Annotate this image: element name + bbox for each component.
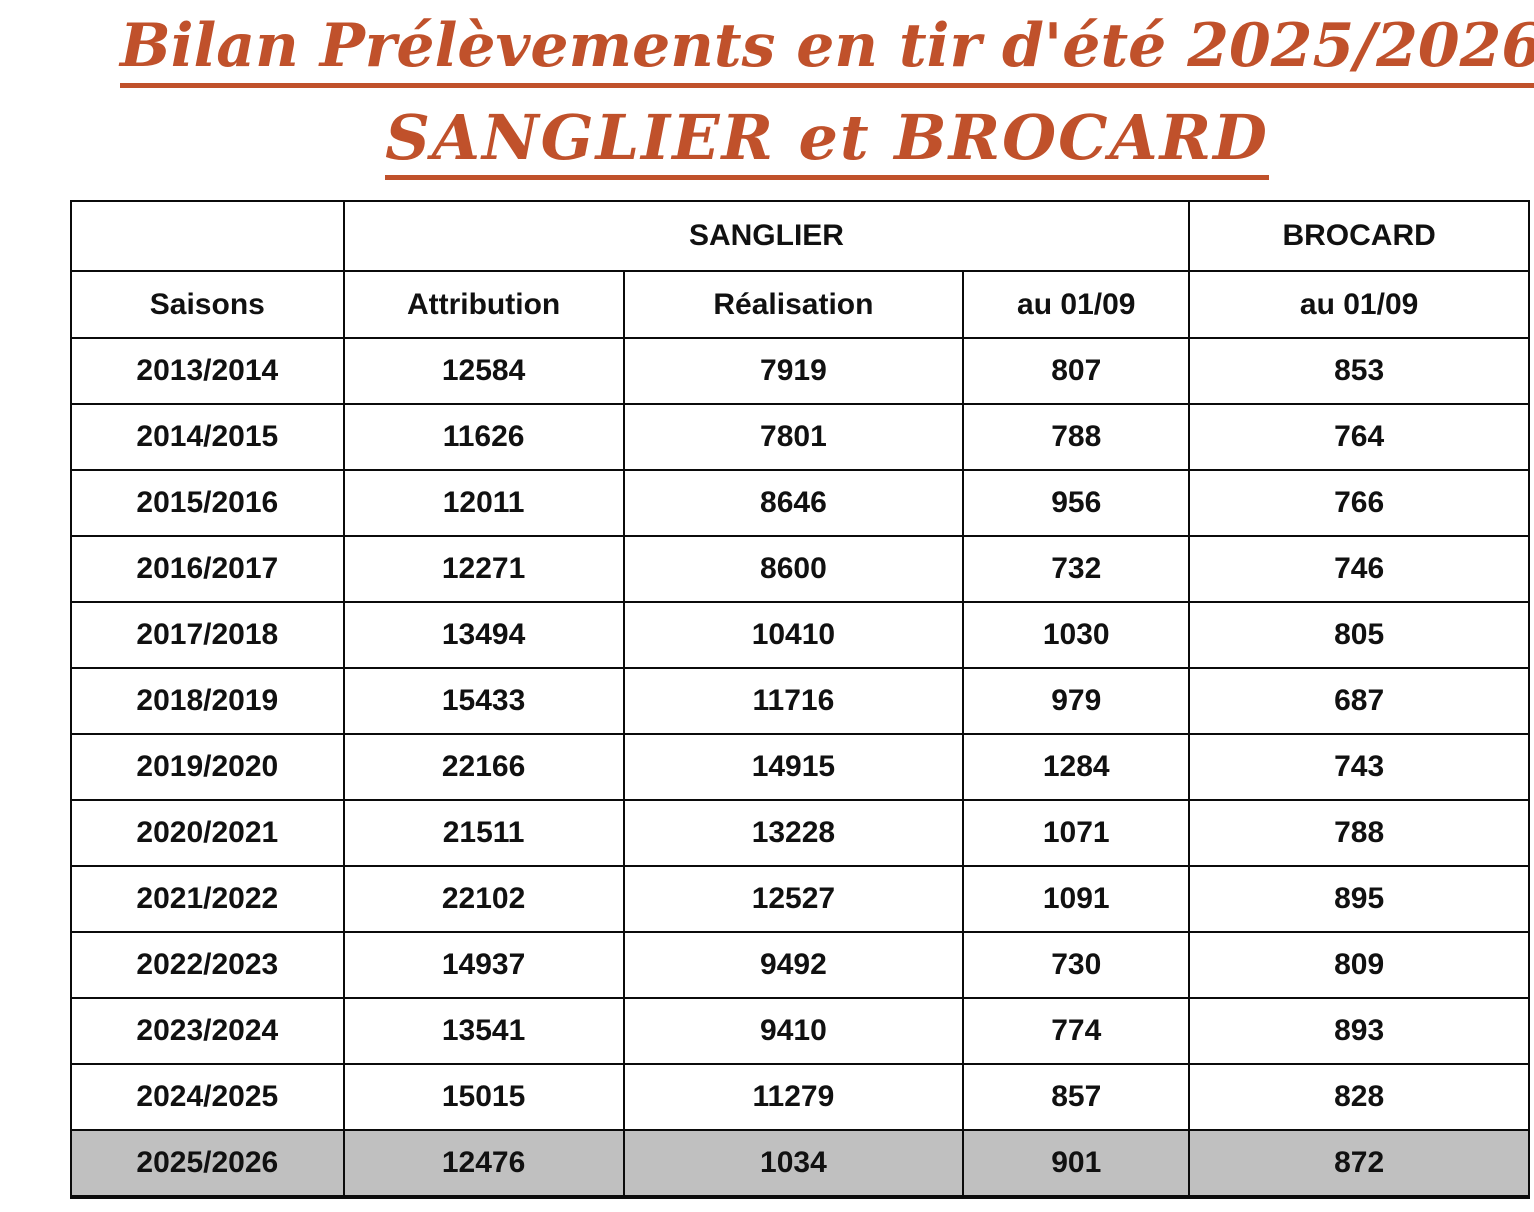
table-row: 2021/2022 22102 12527 1091 895: [70, 865, 1530, 934]
cell-saison: 2021/2022: [70, 865, 345, 934]
cell-au0109-sanglier: 730: [962, 931, 1191, 1000]
cell-attribution: 11626: [342, 403, 625, 472]
cell-realisation: 8600: [622, 535, 965, 604]
title-line-1-text: Bilan Prélèvements en tir d'été 2025/202…: [120, 12, 1534, 88]
cell-saison: 2018/2019: [70, 667, 345, 736]
table-row: 2022/2023 14937 9492 730 809: [70, 931, 1530, 1000]
column-header-saisons: Saisons: [70, 270, 345, 340]
cell-realisation: 11716: [622, 667, 965, 736]
cell-au0109-brocard: 743: [1188, 733, 1530, 802]
cell-saison: 2019/2020: [70, 733, 345, 802]
cell-realisation: 13228: [622, 799, 965, 868]
cell-attribution: 15015: [342, 1063, 625, 1132]
title-line-1: Bilan Prélèvements en tir d'été 2025/202…: [120, 12, 1534, 88]
cell-realisation: 8646: [622, 469, 965, 538]
cell-realisation: 7801: [622, 403, 965, 472]
table-row: 2015/2016 12011 8646 956 766: [70, 469, 1530, 538]
cell-au0109-sanglier: 1071: [962, 799, 1191, 868]
table-row: 2023/2024 13541 9410 774 893: [70, 997, 1530, 1066]
cell-realisation: 9410: [622, 997, 965, 1066]
cell-attribution: 12271: [342, 535, 625, 604]
cell-attribution: 13541: [342, 997, 625, 1066]
title-line-2-text: SANGLIER et BROCARD: [385, 102, 1269, 181]
cell-au0109-sanglier: 1030: [962, 601, 1191, 670]
cell-attribution: 12476: [342, 1129, 625, 1200]
cell-realisation: 11279: [622, 1063, 965, 1132]
cell-au0109-brocard: 809: [1188, 931, 1530, 1000]
column-header-attribution: Attribution: [342, 270, 625, 340]
corner-empty-cell: [70, 200, 345, 273]
table-row: 2017/2018 13494 10410 1030 805: [70, 601, 1530, 670]
cell-au0109-sanglier: 1284: [962, 733, 1191, 802]
cell-au0109-brocard: 895: [1188, 865, 1530, 934]
cell-au0109-sanglier: 857: [962, 1063, 1191, 1132]
cell-au0109-brocard: 687: [1188, 667, 1530, 736]
table-row: 2016/2017 12271 8600 732 746: [70, 535, 1530, 604]
cell-au0109-sanglier: 774: [962, 997, 1191, 1066]
cell-saison: 2015/2016: [70, 469, 345, 538]
cell-saison: 2017/2018: [70, 601, 345, 670]
harvest-table: SANGLIER BROCARD Saisons Attribution Réa…: [70, 200, 1530, 1200]
cell-saison: 2014/2015: [70, 403, 345, 472]
cell-attribution: 22166: [342, 733, 625, 802]
cell-au0109-sanglier: 732: [962, 535, 1191, 604]
cell-attribution: 12011: [342, 469, 625, 538]
column-header-au0109-brocard: au 01/09: [1188, 270, 1530, 340]
cell-saison: 2024/2025: [70, 1063, 345, 1132]
cell-au0109-sanglier: 1091: [962, 865, 1191, 934]
cell-au0109-sanglier: 788: [962, 403, 1191, 472]
cell-saison: 2022/2023: [70, 931, 345, 1000]
cell-saison: 2025/2026: [70, 1129, 345, 1200]
cell-au0109-brocard: 746: [1188, 535, 1530, 604]
cell-attribution: 12584: [342, 337, 625, 406]
table-row: 2024/2025 15015 11279 857 828: [70, 1063, 1530, 1132]
cell-saison: 2020/2021: [70, 799, 345, 868]
cell-attribution: 15433: [342, 667, 625, 736]
group-header-row: SANGLIER BROCARD: [70, 200, 1530, 273]
cell-attribution: 13494: [342, 601, 625, 670]
table-row: 2019/2020 22166 14915 1284 743: [70, 733, 1530, 802]
cell-attribution: 22102: [342, 865, 625, 934]
cell-realisation: 12527: [622, 865, 965, 934]
cell-realisation: 7919: [622, 337, 965, 406]
table-row: 2014/2015 11626 7801 788 764: [70, 403, 1530, 472]
column-header-au0109-sanglier: au 01/09: [962, 270, 1191, 340]
cell-au0109-sanglier: 956: [962, 469, 1191, 538]
cell-au0109-sanglier: 807: [962, 337, 1191, 406]
cell-attribution: 14937: [342, 931, 625, 1000]
cell-saison: 2013/2014: [70, 337, 345, 406]
title-line-2: SANGLIER et BROCARD: [120, 102, 1534, 181]
cell-au0109-brocard: 872: [1188, 1129, 1530, 1200]
cell-au0109-sanglier: 979: [962, 667, 1191, 736]
cell-saison: 2016/2017: [70, 535, 345, 604]
cell-au0109-brocard: 828: [1188, 1063, 1530, 1132]
table-row-current-season: 2025/2026 12476 1034 901 872: [70, 1129, 1530, 1200]
group-header-sanglier: SANGLIER: [342, 200, 1191, 273]
cell-realisation: 10410: [622, 601, 965, 670]
cell-attribution: 21511: [342, 799, 625, 868]
cell-au0109-brocard: 764: [1188, 403, 1530, 472]
cell-au0109-brocard: 805: [1188, 601, 1530, 670]
cell-au0109-brocard: 766: [1188, 469, 1530, 538]
group-header-brocard: BROCARD: [1188, 200, 1530, 273]
cell-au0109-brocard: 893: [1188, 997, 1530, 1066]
cell-realisation: 1034: [622, 1129, 965, 1200]
column-header-realisation: Réalisation: [622, 270, 965, 340]
column-header-row: Saisons Attribution Réalisation au 01/09…: [70, 270, 1530, 340]
cell-realisation: 9492: [622, 931, 965, 1000]
cell-au0109-sanglier: 901: [962, 1129, 1191, 1200]
table-row: 2020/2021 21511 13228 1071 788: [70, 799, 1530, 868]
table-row: 2018/2019 15433 11716 979 687: [70, 667, 1530, 736]
cell-au0109-brocard: 788: [1188, 799, 1530, 868]
cell-realisation: 14915: [622, 733, 965, 802]
document-title: Bilan Prélèvements en tir d'été 2025/202…: [0, 0, 1534, 181]
cell-saison: 2023/2024: [70, 997, 345, 1066]
table-row: 2013/2014 12584 7919 807 853: [70, 337, 1530, 406]
cell-au0109-brocard: 853: [1188, 337, 1530, 406]
